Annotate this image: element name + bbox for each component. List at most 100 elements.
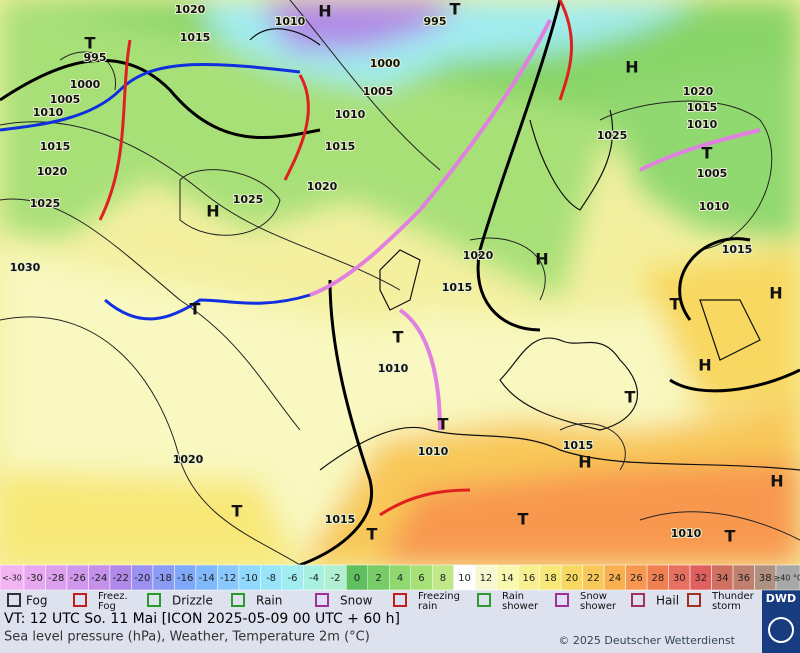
pressure-center: T [450,0,461,19]
pressure-center: T [85,34,96,53]
scale-label: -14 [198,573,214,584]
isobar-label: 1010 [33,106,64,119]
isobar-label: 1010 [418,445,449,458]
isobar-label: 1000 [370,57,401,70]
isobar-label: 1005 [363,85,394,98]
pressure-center: T [393,328,404,347]
legend-icon [555,593,569,607]
pressure-center: H [770,472,783,491]
pressure-center: H [625,58,638,77]
legend-label: Rain [256,594,282,608]
logo-text: DWD [766,592,796,605]
scale-label: 2 [375,573,381,584]
pressure-center: T [518,510,529,529]
scale-label: 32 [694,573,707,584]
pressure-center: T [367,525,378,544]
isobar-label: 1010 [275,15,306,28]
isobar-label: 1020 [37,165,68,178]
pressure-center: T [702,144,713,163]
legend-label: Snow [340,594,373,608]
scale-label: 6 [418,573,424,584]
legend-label: Drizzle [172,594,213,608]
pressure-center: T [670,295,681,314]
isobar-label: 1005 [50,93,81,106]
isobar-label: 1000 [70,78,101,91]
legend-label: Snow [580,591,607,602]
valid-time: VT: 12 UTC So. 11 Mai [ICON 2025-05-09 0… [4,611,400,627]
scale-label: 12 [480,573,493,584]
logo-icon [768,617,794,643]
scale-label: -22 [113,573,129,584]
legend-label: Rain [502,591,524,602]
legend-label: shower [580,601,617,612]
legend-icon [147,593,161,607]
scale-label: -6 [288,573,298,584]
isobar-label: 1020 [175,3,206,16]
legend-icon [687,593,701,607]
scale-label: 8 [440,573,446,584]
isobar-label: 1015 [722,243,753,256]
isobar-label: 1020 [683,85,714,98]
legend-bar [0,590,762,612]
legend-icon [73,593,87,607]
pressure-center: T [725,527,736,546]
pressure-center: H [769,284,782,303]
legend-icon [631,593,645,607]
pressure-center: H [535,250,548,269]
scale-label: <-30 [2,574,22,583]
isobar-label: 995 [84,51,107,64]
legend-label: rain [418,601,437,612]
scale-label: -8 [266,573,276,584]
scale-label: -26 [70,573,86,584]
isobar-label: 1025 [30,197,61,210]
pressure-center: H [698,356,711,375]
scale-label: -20 [134,573,150,584]
scale-label: 4 [397,573,403,584]
scale-label: 30 [673,573,686,584]
isobar-label: 1020 [463,249,494,262]
pressure-center: T [190,300,201,319]
scale-cell [775,564,800,591]
legend-icon [7,593,21,607]
pressure-center: H [318,2,331,21]
isobar-label: 1015 [442,281,473,294]
isobar-label: 1015 [325,140,356,153]
isobar-label: 1020 [307,180,338,193]
isobar-label: 1025 [597,129,628,142]
isobar-label: 1015 [563,439,594,452]
scale-label: 26 [630,573,643,584]
isobar-label: 1005 [697,167,728,180]
scale-label: 28 [651,573,664,584]
scale-label: 34 [716,573,729,584]
legend-label: Freezing [418,591,460,602]
scale-label: 18 [544,573,557,584]
scale-label: 20 [566,573,579,584]
scale-label: 36 [737,573,750,584]
isobar-label: 1015 [40,140,71,153]
legend-label: Fog [26,594,47,608]
pressure-center: T [438,415,449,434]
scale-label: -18 [155,573,171,584]
scale-cell [0,564,25,591]
legend-label: Fog [98,601,116,612]
isobar-label: 1030 [10,261,41,274]
legend-label: Hail [656,594,679,608]
scale-label: -30 [27,573,43,584]
scale-label: 24 [608,573,621,584]
pressure-center: T [625,388,636,407]
scale-label: 0 [354,573,360,584]
isobar-label: 1010 [335,108,366,121]
scale-label: -4 [309,573,319,584]
scale-label: -2 [331,573,341,584]
legend-label: storm [712,601,741,612]
scale-label: 38 [759,573,772,584]
isobar-label: 1025 [233,193,264,206]
legend-label: Thunder [711,591,755,602]
scale-label: 10 [458,573,471,584]
scale-label: 16 [523,573,536,584]
copyright: © 2025 Deutscher Wetterdienst [558,634,735,647]
legend-icon [231,593,245,607]
